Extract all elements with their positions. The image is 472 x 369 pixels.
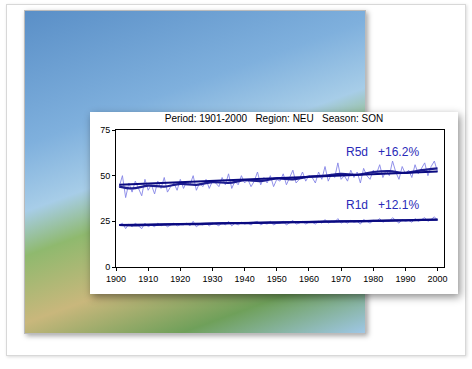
svg-text:Period: 1901-2000 Region: NE: Period: 1901-2000 Region: NEU Season: SO… bbox=[165, 113, 383, 124]
svg-text:0: 0 bbox=[105, 262, 110, 272]
svg-text:1950: 1950 bbox=[267, 274, 287, 284]
svg-text:1980: 1980 bbox=[363, 274, 383, 284]
svg-text:1920: 1920 bbox=[170, 274, 190, 284]
svg-text:R5d +16.2%: R5d +16.2% bbox=[346, 145, 419, 159]
svg-text:1930: 1930 bbox=[202, 274, 222, 284]
svg-text:2000: 2000 bbox=[428, 274, 448, 284]
svg-text:75: 75 bbox=[100, 125, 110, 135]
svg-text:1970: 1970 bbox=[331, 274, 351, 284]
svg-text:1900: 1900 bbox=[106, 274, 126, 284]
svg-text:1960: 1960 bbox=[299, 274, 319, 284]
svg-text:50: 50 bbox=[100, 171, 110, 181]
svg-text:25: 25 bbox=[100, 216, 110, 226]
svg-text:1940: 1940 bbox=[235, 274, 255, 284]
svg-text:1910: 1910 bbox=[138, 274, 158, 284]
svg-text:R1d +12.1%: R1d +12.1% bbox=[346, 198, 419, 212]
svg-text:1990: 1990 bbox=[395, 274, 415, 284]
